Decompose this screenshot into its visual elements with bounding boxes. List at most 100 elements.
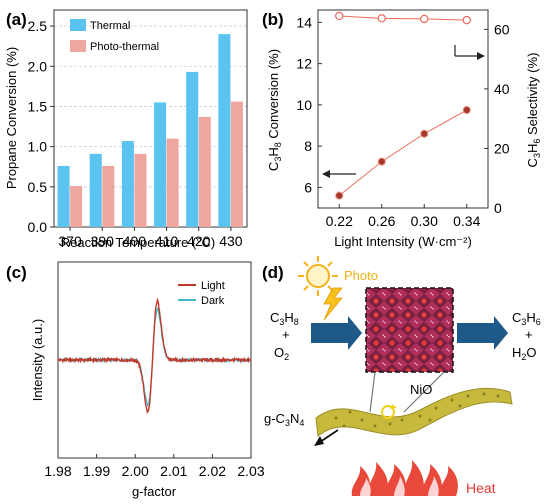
c-x-tick-label: 2.02 (199, 463, 226, 479)
bar-photothermal-430 (230, 101, 243, 227)
b-conversion-point (335, 191, 344, 200)
b-selectivity-point (377, 14, 386, 23)
panel-b-x-label: Light Intensity (W·cm⁻²) (334, 234, 472, 249)
b-selectivity-point (420, 14, 429, 24)
panel-a-legend: Thermal Photo-thermal (70, 19, 159, 53)
legend-label-photothermal: Photo-thermal (90, 41, 159, 53)
bar-thermal-420 (186, 71, 199, 227)
plus-sign-left: + (282, 327, 290, 342)
c-x-tick-label: 2.01 (160, 463, 187, 479)
legend-label-light: Light (201, 280, 225, 292)
zoom-line-right (403, 371, 445, 413)
a-y-tick-label: 0.0 (28, 219, 48, 235)
a-y-tick-label: 2.0 (28, 58, 48, 74)
b-left-tick-label: 8 (304, 138, 312, 154)
panel-b-right-axis-label: C3H6 Selectivity (%) (525, 53, 542, 168)
panel-b-frame (317, 9, 489, 209)
a-x-tick-label: 370 (58, 233, 82, 249)
a-x-tick-label: 400 (123, 233, 147, 249)
bar-photothermal-400 (134, 153, 147, 227)
b-right-tick-label: 60 (494, 21, 510, 37)
bar-photothermal-420 (198, 116, 211, 227)
panel-a-x-ticks: 370 390 400 410 420 430 (58, 227, 243, 249)
b-left-tick-label: 6 (304, 179, 312, 195)
c-x-tick-label: 1.99 (83, 463, 110, 479)
legend-label-thermal: Thermal (90, 20, 130, 32)
nio-label: NiO (410, 382, 432, 397)
nio-zoom-box (365, 287, 454, 373)
b-left-tick-label: 10 (296, 97, 312, 113)
outlet-arrow-icon (457, 316, 508, 350)
gcn-sheet-dots (334, 392, 500, 428)
panel-d: (d) Photo C3H8 + O2 (262, 256, 541, 496)
panel-a-y-label: Propane Conversion (%) (4, 47, 19, 189)
bar-photothermal-410 (166, 138, 179, 227)
reactant-oxygen: O2 (274, 345, 289, 362)
b-conversion-point (420, 129, 429, 138)
bar-thermal-390 (89, 153, 102, 227)
panel-b: (b) 6 8 10 12 14 0 20 40 60 0.22 0.26 0.30 0.34 Li… (262, 9, 542, 249)
panel-c-tag: (c) (6, 263, 27, 282)
panel-d-tag: (d) (262, 263, 284, 282)
a-y-tick-label: 1.0 (28, 139, 48, 155)
legend-label-dark: Dark (201, 295, 225, 307)
c-x-tick-label: 2.03 (237, 463, 264, 479)
panel-a-y-ticks: 0.0 0.5 1.0 1.5 2.0 2.5 (28, 18, 54, 235)
b-left-tick-label: 12 (296, 56, 312, 72)
legend-swatch-photothermal (70, 40, 86, 52)
c-light-spectrum (57, 297, 252, 415)
b-x-tick-label: 0.30 (411, 213, 438, 229)
heat-label: Heat (466, 480, 496, 496)
panel-a: (a) 0.0 0.5 1.0 1.5 2.0 2.5 370 390 400 410 420 43… (4, 9, 248, 250)
zoom-line-left (369, 371, 376, 413)
panel-b-series (335, 11, 471, 200)
panel-b-y-label-right: C3H6 Selectivity (%) (525, 53, 542, 168)
plus-sign-right: + (525, 327, 533, 342)
reactant-propane: C3H8 (270, 310, 299, 327)
b-conversion-line (338, 109, 467, 197)
c-x-tick-label: 1.98 (44, 463, 71, 479)
panel-c: (c) 1.98 1.99 2.00 2.01 2.02 2.03 g-factor In… (6, 261, 265, 499)
b-selectivity-line (339, 15, 467, 21)
panel-b-x-ticks: 0.22 0.26 0.30 0.34 (326, 204, 481, 229)
c-x-tick-label: 2.00 (122, 463, 149, 479)
b-right-tick-label: 40 (494, 81, 510, 97)
a-x-tick-label: 410 (155, 233, 179, 249)
panel-c-legend: Light Dark (178, 280, 225, 307)
photo-label: Photo (344, 268, 378, 283)
panel-b-right-ticks: 0 20 40 60 (484, 21, 510, 216)
lightning-icon (323, 287, 343, 321)
gcn-pointer-arrow (314, 429, 339, 446)
gcn-label: g-C3N4 (264, 411, 304, 428)
b-selectivity-point (462, 15, 471, 25)
b-x-tick-label: 0.22 (326, 213, 353, 229)
cycle-arrow-icon (381, 404, 397, 419)
bar-thermal-400 (121, 141, 134, 227)
b-right-tick-label: 0 (494, 200, 502, 216)
bar-photothermal-390 (102, 165, 115, 227)
a-y-tick-label: 2.5 (28, 18, 48, 34)
inlet-arrow-icon (311, 316, 362, 350)
b-x-tick-label: 0.26 (368, 213, 395, 229)
product-propylene: C3H6 (512, 310, 541, 327)
a-x-tick-label: 430 (219, 233, 243, 249)
a-y-tick-label: 1.5 (28, 98, 48, 114)
panel-c-x-ticks: 1.98 1.99 2.00 2.01 2.02 2.03 (44, 454, 265, 479)
b-left-tick-label: 14 (296, 14, 312, 30)
b-selectivity-point (335, 11, 344, 21)
sun-icon (298, 256, 338, 296)
nio-lattice-image (366, 288, 453, 372)
bar-thermal-430 (218, 34, 231, 227)
bar-thermal-370 (57, 165, 70, 227)
legend-swatch-thermal (70, 19, 86, 31)
panel-c-series (57, 297, 252, 415)
panel-b-left-axis-label: C3H8 Conversion (%) (266, 49, 283, 171)
panel-b-left-ticks: 6 8 10 12 14 (296, 14, 322, 195)
a-y-tick-label: 0.5 (28, 179, 48, 195)
b-x-tick-label: 0.34 (453, 213, 480, 229)
bar-thermal-410 (154, 102, 167, 227)
panel-b-y-label-left: C3H8 Conversion (%) (266, 49, 283, 171)
b-right-tick-label: 20 (494, 140, 510, 156)
bar-photothermal-370 (70, 186, 83, 227)
